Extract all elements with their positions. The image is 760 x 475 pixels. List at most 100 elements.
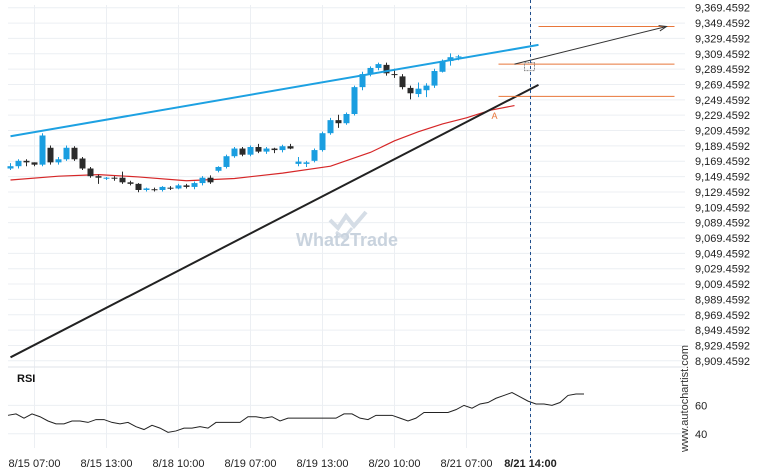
- price-tick-label: 8,929.4592: [695, 340, 750, 352]
- candle-body: [231, 148, 238, 157]
- price-tick-label: 9,109.4592: [695, 202, 750, 214]
- candle-body: [431, 71, 438, 86]
- candle: [423, 83, 430, 98]
- rsi-line: [7, 392, 584, 433]
- candle: [343, 112, 350, 125]
- candle-body: [295, 161, 302, 164]
- candle: [151, 187, 158, 192]
- candle-body: [303, 162, 310, 164]
- candle: [175, 183, 182, 190]
- candle: [55, 156, 62, 165]
- time-tick-label: 8/18 10:00: [153, 458, 205, 470]
- time-tick-label: 8/21 07:00: [441, 458, 493, 470]
- price-tick-label: 8,969.4592: [695, 310, 750, 322]
- candle-body: [311, 150, 318, 161]
- price-tick-label: 9,069.4592: [695, 233, 750, 245]
- candle-body: [183, 185, 190, 187]
- candle: [311, 148, 318, 163]
- candle: [95, 174, 102, 184]
- candle: [399, 74, 406, 90]
- candle: [87, 166, 94, 178]
- candle: [127, 180, 134, 186]
- candle-body: [23, 160, 30, 163]
- grid: [8, 5, 685, 448]
- candle: [327, 117, 334, 135]
- candle: [71, 146, 78, 161]
- candle: [351, 85, 358, 116]
- rsi-panel: RSI: [7, 373, 584, 433]
- candle: [231, 147, 238, 158]
- candle: [7, 163, 14, 171]
- candle-body: [135, 183, 142, 190]
- price-tick-label: 9,209.4592: [695, 126, 750, 138]
- candle-body: [351, 87, 358, 114]
- projection-arrow-line: [514, 26, 667, 65]
- candle-body: [175, 185, 182, 189]
- candle: [143, 187, 150, 192]
- candle-body: [447, 57, 454, 62]
- price-tick-label: 9,089.4592: [695, 218, 750, 230]
- candle: [119, 171, 126, 184]
- candle-body: [63, 147, 70, 160]
- moving-average-line: [10, 104, 515, 182]
- candle-body: [399, 76, 406, 88]
- candle-body: [415, 88, 422, 95]
- candle-body: [287, 146, 294, 149]
- candle-body: [95, 176, 102, 178]
- rsi-tick-label: 40: [695, 429, 707, 441]
- candle: [319, 131, 326, 152]
- candle-body: [87, 168, 94, 177]
- price-tick-label: 9,189.4592: [695, 141, 750, 153]
- breakout-box: [524, 62, 535, 72]
- candle: [295, 156, 302, 167]
- candle-body: [47, 147, 54, 163]
- watermark: What2Trade: [296, 210, 398, 250]
- price-tick-label: 8,989.4592: [695, 294, 750, 306]
- time-tick-label: 8/15 13:00: [81, 458, 133, 470]
- candle-body: [223, 156, 230, 167]
- rsi-tick-label: 60: [695, 400, 707, 412]
- candle: [407, 85, 414, 100]
- candle-body: [111, 177, 118, 179]
- price-tick-label: 9,329.4592: [695, 33, 750, 45]
- candle-body: [247, 147, 254, 155]
- candle: [303, 160, 310, 167]
- price-tick-label: 9,309.4592: [695, 49, 750, 61]
- support-line: [10, 83, 539, 359]
- candle-body: [439, 61, 446, 72]
- candle: [335, 114, 342, 128]
- price-tick-label: 9,049.4592: [695, 248, 750, 260]
- candle-body: [239, 148, 246, 155]
- candle-body: [335, 120, 342, 124]
- candle-body: [143, 188, 150, 190]
- candle: [159, 186, 166, 192]
- candle-body: [383, 64, 390, 74]
- price-tick-label: 9,369.4592: [695, 3, 750, 15]
- candle: [111, 176, 118, 181]
- watermark-logo-icon: [328, 210, 368, 241]
- time-tick-label: 8/19 07:00: [225, 458, 277, 470]
- candle-body: [359, 74, 366, 88]
- projection-arrow-head: [658, 25, 668, 32]
- candle-body: [15, 160, 22, 167]
- candle: [279, 144, 286, 153]
- autochartist-credit: www.autochartist.com: [679, 345, 691, 453]
- price-tick-label: 9,149.4592: [695, 172, 750, 184]
- candle-body: [207, 177, 214, 183]
- candle: [31, 162, 38, 167]
- candle-body: [367, 67, 374, 75]
- time-tick-label: 8/15 07:00: [9, 458, 61, 470]
- time-tick-label: 8/20 10:00: [369, 458, 421, 470]
- candle-body: [151, 189, 158, 191]
- candle-body: [343, 113, 350, 124]
- candle: [287, 143, 294, 150]
- candle-body: [191, 183, 198, 187]
- candle-body: [103, 177, 110, 179]
- price-tick-label: 9,269.4592: [695, 79, 750, 91]
- time-tick-label: 8/21 14:00: [504, 458, 557, 470]
- moving-average: [10, 104, 515, 182]
- candle-body: [215, 166, 222, 171]
- candle: [375, 62, 382, 71]
- candle-body: [159, 186, 166, 190]
